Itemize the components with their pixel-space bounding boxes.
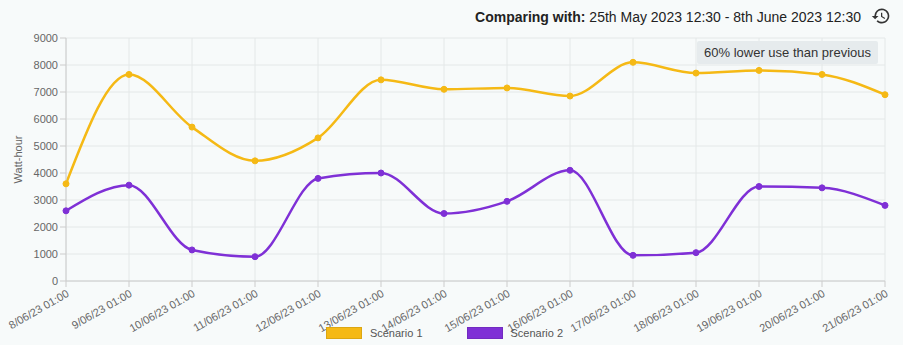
svg-text:15/06/23 01:00: 15/06/23 01:00 xyxy=(442,287,512,334)
svg-text:11/06/23 01:00: 11/06/23 01:00 xyxy=(191,287,260,334)
svg-text:3000: 3000 xyxy=(34,194,58,206)
svg-text:5000: 5000 xyxy=(34,140,58,152)
svg-text:9/06/23 01:00: 9/06/23 01:00 xyxy=(70,287,134,331)
svg-text:14/06/23 01:00: 14/06/23 01:00 xyxy=(379,287,449,334)
svg-text:0: 0 xyxy=(52,275,58,287)
svg-text:10/06/23 01:00: 10/06/23 01:00 xyxy=(127,287,197,334)
svg-text:8000: 8000 xyxy=(34,59,58,71)
svg-text:8/06/23 01:00: 8/06/23 01:00 xyxy=(8,287,71,331)
svg-text:4000: 4000 xyxy=(34,167,58,179)
svg-text:Watt-hour: Watt-hour xyxy=(12,135,24,183)
svg-text:12/06/23 01:00: 12/06/23 01:00 xyxy=(253,287,323,334)
svg-text:20/06/23 01:00: 20/06/23 01:00 xyxy=(757,287,827,334)
svg-text:21/06/23 01:00: 21/06/23 01:00 xyxy=(820,287,890,334)
svg-text:1000: 1000 xyxy=(34,248,58,260)
svg-text:2000: 2000 xyxy=(34,221,58,233)
svg-text:18/06/23 01:00: 18/06/23 01:00 xyxy=(631,287,701,334)
svg-text:17/06/23 01:00: 17/06/23 01:00 xyxy=(568,287,638,334)
svg-text:9000: 9000 xyxy=(34,32,58,44)
svg-text:19/06/23 01:00: 19/06/23 01:00 xyxy=(694,287,764,334)
svg-text:7000: 7000 xyxy=(34,86,58,98)
svg-text:13/06/23 01:00: 13/06/23 01:00 xyxy=(316,287,386,334)
svg-text:6000: 6000 xyxy=(34,113,58,125)
svg-text:16/06/23 01:00: 16/06/23 01:00 xyxy=(505,287,575,334)
